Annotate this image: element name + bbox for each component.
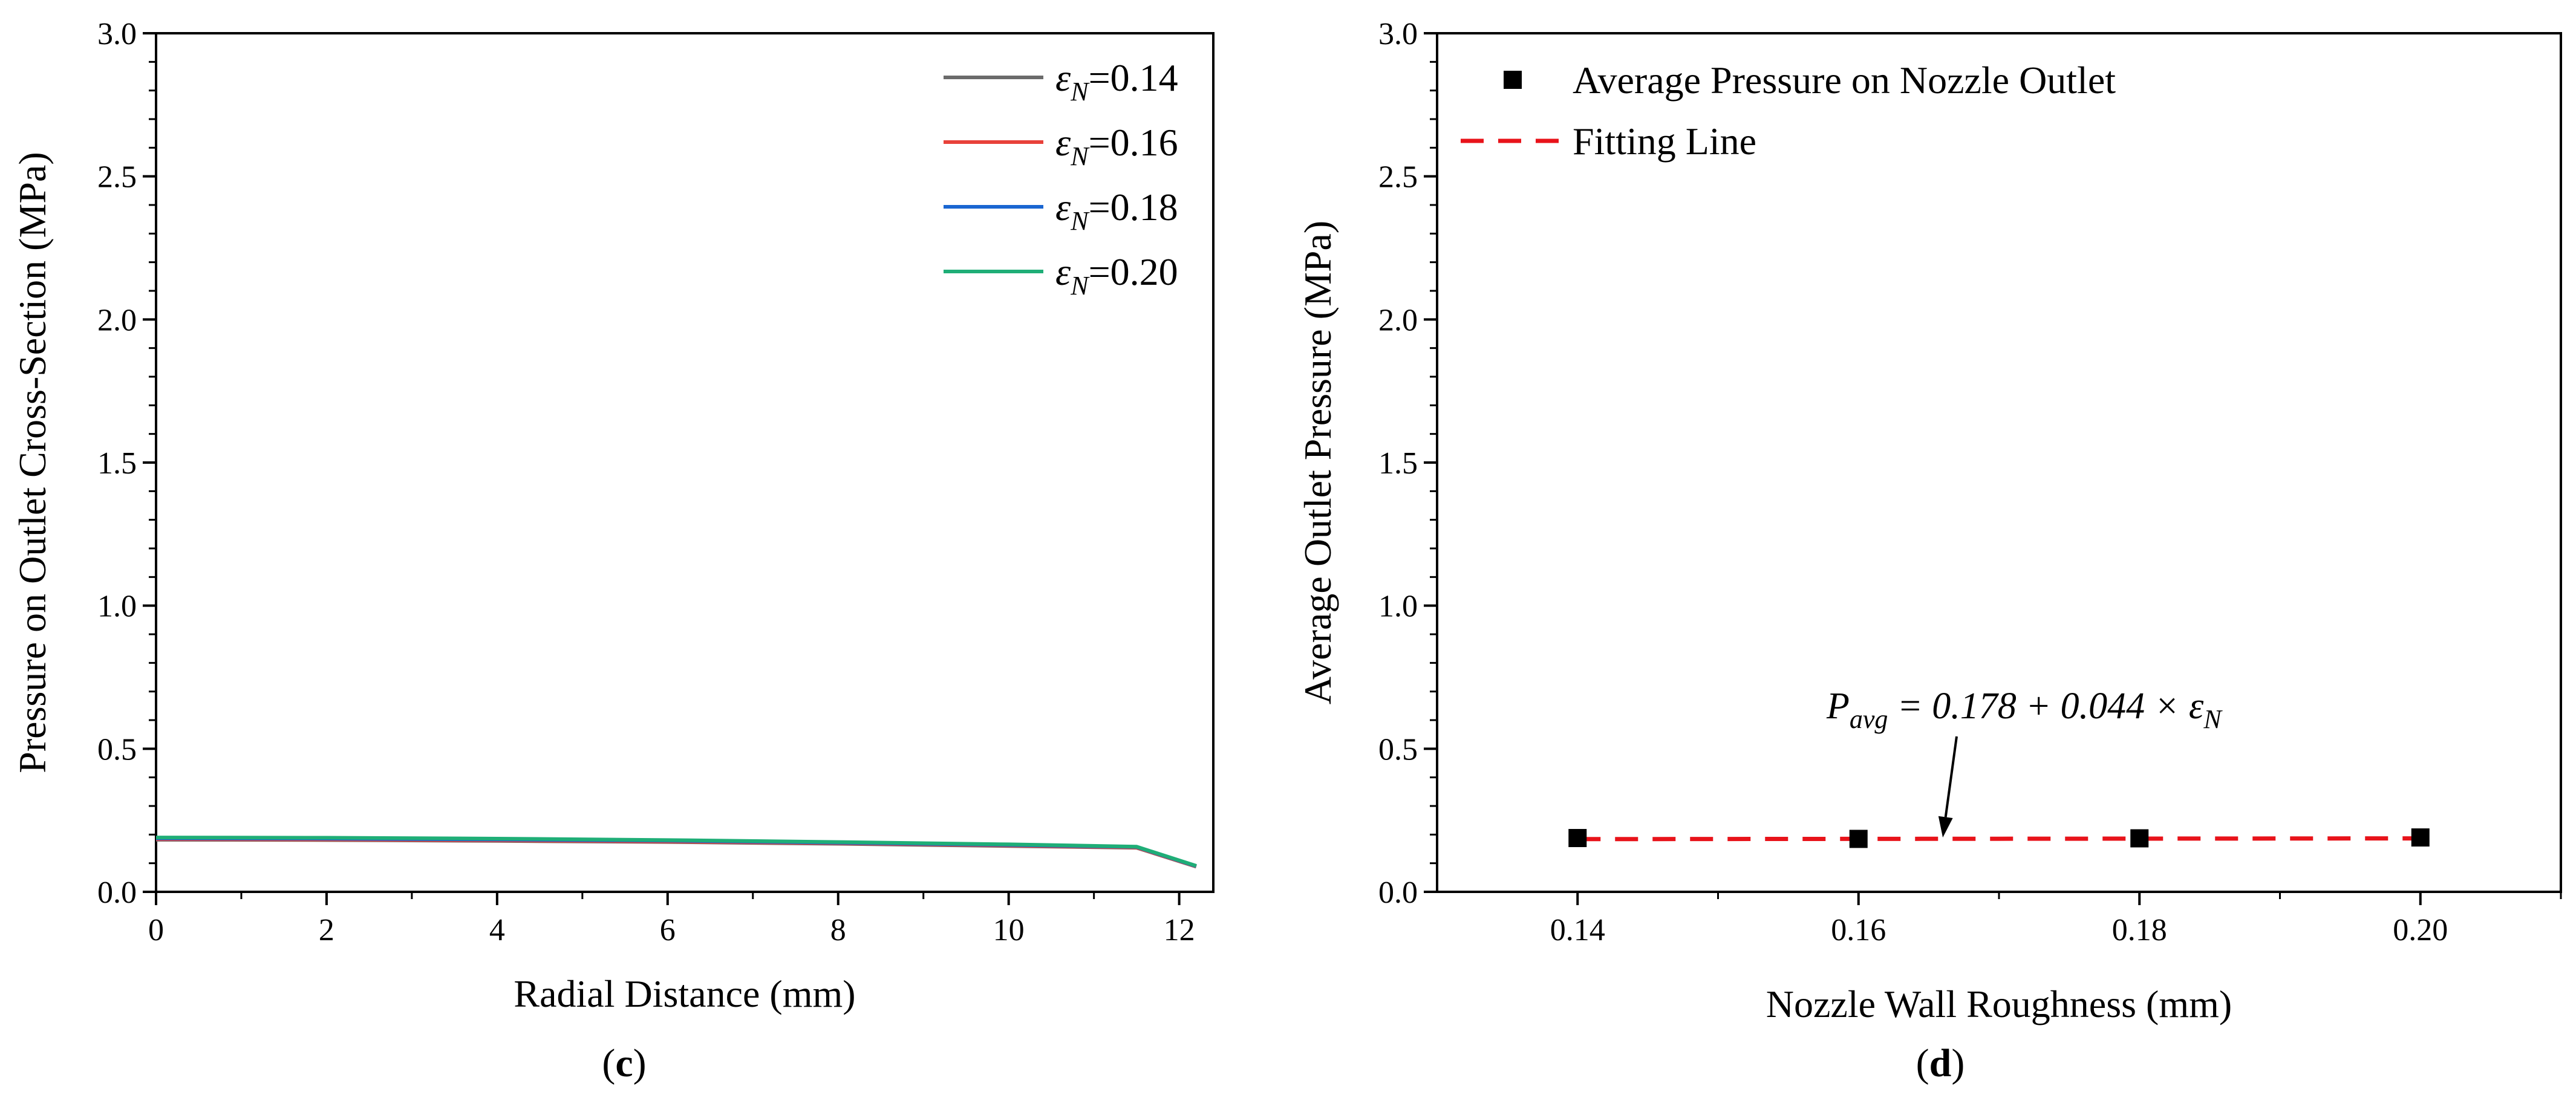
panel-c-legend-entry: εN=0.18 [1055, 186, 1178, 236]
panel-c-x-tick-label: 2 [319, 913, 334, 947]
legend-value: =0.18 [1089, 186, 1178, 229]
panel-c-series-lines [155, 836, 1197, 869]
panel-c-x-tick-label: 0 [148, 913, 164, 947]
panel-c-y-tick-label: 0.0 [97, 876, 137, 910]
panel-c-y-tick-label: 1.0 [97, 590, 137, 624]
panel-d-legend: Average Pressure on Nozzle Outlet Fitting… [1461, 59, 2116, 163]
panel-d-y-tick-label: 0.5 [1378, 732, 1418, 767]
panel-c-label: (c) [602, 1041, 646, 1085]
panel-c-y-tick-label: 3.0 [97, 17, 137, 51]
panel-d-y-tick-label: 3.0 [1378, 17, 1418, 51]
panel-d-legend-entry: Fitting Line [1573, 120, 1756, 163]
legend-value: =0.20 [1089, 250, 1178, 293]
panel-c-y-tick-label: 2.0 [97, 303, 137, 337]
panel-c-ticks: 0 2 4 6 8 10 12 0.0 0.5 1.0 1.5 2.0 2.5 3.0 [97, 17, 1195, 947]
panel-d-y-tick-label: 1.5 [1378, 446, 1418, 481]
panel-d-y-tick-label: 2.0 [1378, 303, 1418, 337]
fit-equation-label: Pavg = 0.178 + 0.044 × εN [1826, 686, 2223, 734]
panel-c-x-tick-label: 8 [830, 913, 846, 947]
legend-epsilon: ε [1055, 250, 1071, 293]
fit-equation-epsilon-subscript: N [2203, 704, 2223, 734]
panel-d-data-point [2130, 829, 2149, 848]
legend-epsilon-subscript: N [1070, 77, 1090, 106]
legend-epsilon: ε [1055, 56, 1071, 99]
panel-d-data-point [2411, 828, 2430, 847]
fit-equation-body: = 0.178 + 0.044 × ε [1888, 686, 2204, 727]
panel-d-chart: 0.14 0.16 0.18 0.20 0.0 0.5 1.0 1.5 2.0 2.5 3.0 Pa… [1296, 17, 2562, 1085]
panel-c-y-axis-title: Pressure on Outlet Cross-Section (MPa) [11, 152, 54, 773]
fit-equation-p: P [1826, 686, 1850, 727]
panel-d-data-point [1849, 830, 1868, 848]
panel-c-x-axis-title: Radial Distance (mm) [514, 972, 855, 1015]
panel-c-legend-entry: εN=0.16 [1055, 121, 1178, 171]
panel-c-series-line [155, 836, 1197, 868]
panel-d-label: (d) [1916, 1041, 1965, 1085]
panel-d-label-letter: d [1929, 1041, 1952, 1085]
panel-d-y-tick-label: 2.5 [1378, 160, 1418, 195]
panel-d-ticks: 0.14 0.16 0.18 0.20 0.0 0.5 1.0 1.5 2.0 2.5 3.0 [1378, 17, 2562, 947]
panel-c-y-tick-label: 1.5 [97, 446, 137, 481]
panel-c-legend-entry: εN=0.14 [1055, 56, 1178, 106]
panel-d-legend-marker [1504, 71, 1522, 89]
panel-d-x-tick-label: 0.14 [1550, 913, 1605, 947]
panel-d-legend-entry: Average Pressure on Nozzle Outlet [1573, 59, 2116, 102]
panel-c-chart: 0 2 4 6 8 10 12 0.0 0.5 1.0 1.5 2.0 2.5 3.0 Radial Di… [11, 17, 1215, 1085]
legend-value: =0.16 [1089, 121, 1178, 164]
panel-d-x-tick-label: 0.18 [2112, 913, 2167, 947]
panel-d-x-axis-title: Nozzle Wall Roughness (mm) [1766, 983, 2232, 1025]
panel-d-y-axis-title: Average Outlet Pressure (MPa) [1296, 221, 1339, 704]
panel-d-y-tick-label: 0.0 [1378, 876, 1418, 910]
panel-d-data-point [1568, 829, 1587, 848]
panel-d-data-points [1568, 828, 2430, 848]
legend-epsilon-subscript: N [1070, 206, 1090, 236]
annotation-arrow-head [1938, 816, 1953, 838]
panel-d-y-tick-label: 1.0 [1378, 590, 1418, 624]
panel-c-label-letter: c [615, 1041, 633, 1085]
panel-c-plot-frame [155, 32, 1215, 893]
panel-c-legend-entry: εN=0.20 [1055, 250, 1178, 301]
legend-epsilon-subscript: N [1070, 141, 1090, 171]
panel-c-y-tick-label: 0.5 [97, 732, 137, 767]
legend-epsilon-subscript: N [1070, 271, 1090, 301]
panel-c-series-line [155, 836, 1197, 868]
panel-d-x-tick-label: 0.16 [1831, 913, 1886, 947]
panel-d-x-tick-label: 0.20 [2393, 913, 2448, 947]
panel-c-x-tick-label: 12 [1164, 913, 1195, 947]
panel-c-y-tick-label: 2.5 [97, 160, 137, 195]
legend-value: =0.14 [1089, 56, 1178, 99]
legend-epsilon: ε [1055, 186, 1071, 229]
fit-equation-p-subscript: avg [1850, 704, 1888, 734]
panel-c-x-tick-label: 4 [489, 913, 505, 947]
panel-c-x-tick-label: 10 [993, 913, 1025, 947]
panel-d-annotation: Pavg = 0.178 + 0.044 × εN [1826, 686, 2223, 838]
annotation-arrow-line [1944, 736, 1958, 817]
legend-epsilon: ε [1055, 121, 1071, 164]
panel-c-x-tick-label: 6 [660, 913, 676, 947]
